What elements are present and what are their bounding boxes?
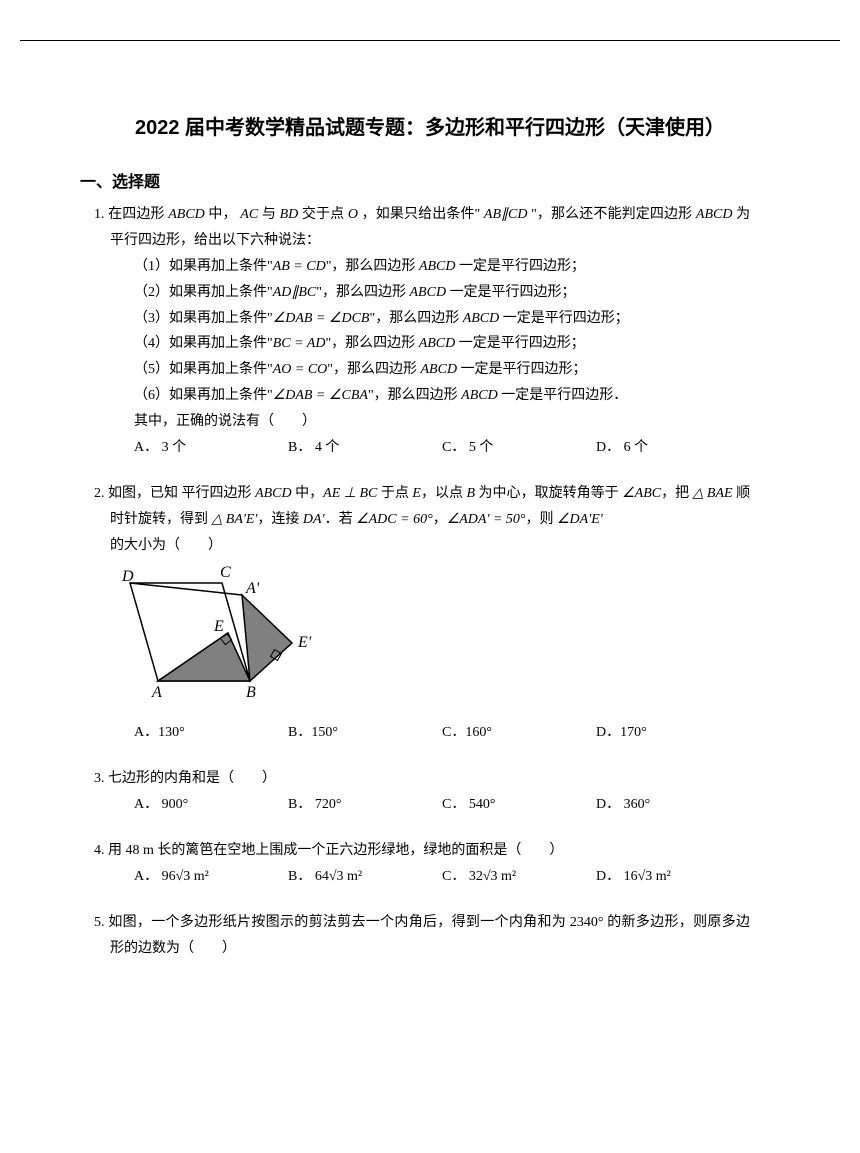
q1-text: ，如果只给出条件" [362, 207, 481, 222]
q4-number: 4. [94, 843, 105, 858]
q1-condition-3: （3）如果再加上条件"∠DAB = ∠DCB"，那么四边形 ABCD 一定是平行… [110, 306, 750, 332]
q1-text: 交于点 [302, 207, 348, 222]
q1-condition-4: （4）如果再加上条件"BC = AD"，那么四边形 ABCD 一定是平行四边形； [110, 331, 750, 357]
label-aprime: A' [245, 580, 260, 597]
question-2: 2. 如图，已知 平行四边形 ABCD 中，AE ⊥ BC 于点 E，以点 B … [110, 481, 750, 746]
q1-condition-1: （1）如果再加上条件"AB = CD"，那么四边形 ABCD 一定是平行四边形； [110, 254, 750, 280]
q4-opt-b: B． 64√3 m² [288, 864, 442, 890]
q2-options: A．130° B．150° C．160° D．170° [110, 720, 750, 746]
label-c: C [220, 564, 231, 581]
page: 2022 届中考数学精品试题专题：多边形和平行四边形（天津使用） 一、选择题 1… [20, 40, 840, 1022]
q4-stem: 用 48 m 长的篱笆在空地上围成一个正六边形绿地，绿地的面积是（ ） [108, 843, 563, 858]
q3-options: A． 900° B． 720° C． 540° D． 360° [110, 792, 750, 818]
label-b: B [246, 684, 256, 701]
label-eprime: E' [297, 634, 312, 651]
question-4: 4. 用 48 m 长的篱笆在空地上围成一个正六边形绿地，绿地的面积是（ ） A… [110, 838, 750, 890]
q4-opt-c: C． 32√3 m² [442, 864, 596, 890]
q1-eq1: AB∥CD [484, 207, 528, 222]
q5-number: 5. [94, 915, 105, 930]
q1-number: 1. [94, 207, 105, 222]
q2-opt-b: B．150° [288, 720, 442, 746]
q1-bd: BD [280, 207, 299, 222]
q1-abcd2: ABCD [696, 207, 733, 222]
q2-opt-c: C．160° [442, 720, 596, 746]
q4-opt-a: A． 96√3 m² [134, 864, 288, 890]
q3-stem: 七边形的内角和是（ ） [108, 771, 276, 786]
q2-tail: 的大小为（ ） [110, 533, 750, 559]
label-d: D [121, 568, 134, 585]
q3-opt-d: D． 360° [596, 792, 750, 818]
label-a: A [151, 684, 162, 701]
question-5: 5. 如图，一个多边形纸片按图示的剪法剪去一个内角后，得到一个内角和为 2340… [110, 910, 750, 962]
q4-opt-d: D． 16√3 m² [596, 864, 750, 890]
q1-opt-b: B． 4 个 [288, 435, 442, 461]
q1-condition-5: （5）如果再加上条件"AO = CO"，那么四边形 ABCD 一定是平行四边形； [110, 357, 750, 383]
q3-opt-c: C． 540° [442, 792, 596, 818]
q3-opt-b: B． 720° [288, 792, 442, 818]
q1-condition-6: （6）如果再加上条件"∠DAB = ∠CBA"，那么四边形 ABCD 一定是平行… [110, 383, 750, 409]
q1-tail: 其中，正确的说法有（ ） [110, 409, 750, 435]
q1-text: 中， [208, 207, 236, 222]
q1-ac: AC [240, 207, 258, 222]
q5-stem: 如图，一个多边形纸片按图示的剪法剪去一个内角后，得到一个内角和为 2340° 的… [108, 915, 750, 956]
q1-opt-d: D． 6 个 [596, 435, 750, 461]
q4-options: A． 96√3 m² B． 64√3 m² C． 32√3 m² D． 16√3… [110, 864, 750, 890]
q1-options: A． 3 个 B． 4 个 C． 5 个 D． 6 个 [110, 435, 750, 461]
q1-condition-2: （2）如果再加上条件"AD∥BC"，那么四边形 ABCD 一定是平行四边形； [110, 280, 750, 306]
q3-opt-a: A． 900° [134, 792, 288, 818]
q1-text: 在四边形 [108, 207, 168, 222]
label-e: E [213, 618, 224, 635]
q2-opt-a: A．130° [134, 720, 288, 746]
q1-abcd: ABCD [168, 207, 205, 222]
q1-opt-a: A． 3 个 [134, 435, 288, 461]
q1-opt-c: C． 5 个 [442, 435, 596, 461]
section-heading: 一、选择题 [80, 168, 750, 192]
q1-o: O [348, 207, 358, 222]
q2-number: 2. [94, 486, 105, 501]
q1-text: 与 [262, 207, 280, 222]
question-1: 1. 在四边形 ABCD 中， AC 与 BD 交于点 O ，如果只给出条件" … [110, 202, 750, 461]
question-3: 3. 七边形的内角和是（ ） A． 900° B． 720° C． 540° D… [110, 766, 750, 818]
triangle-baprime-eprime [242, 595, 292, 681]
q2-opt-d: D．170° [596, 720, 750, 746]
q3-number: 3. [94, 771, 105, 786]
q1-text: "，那么还不能判定四边形 [531, 207, 696, 222]
q2-figure: D C A' E E' A B [110, 563, 330, 713]
page-title: 2022 届中考数学精品试题专题：多边形和平行四边形（天津使用） [110, 111, 750, 140]
